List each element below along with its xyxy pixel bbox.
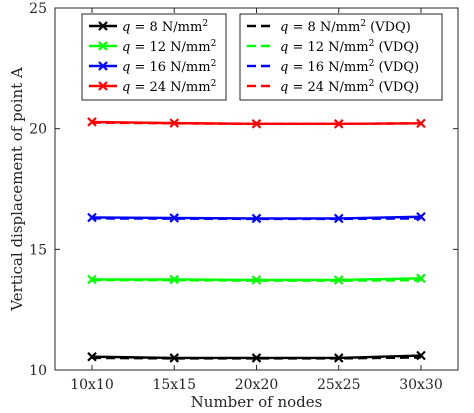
legend-entry-label: q = 12 N/mm2 (VDQ) [280, 39, 419, 55]
data-point-marker [333, 213, 344, 224]
data-point-marker [87, 117, 97, 127]
y-tick-label: 15 [29, 242, 47, 258]
x-tick-label: 20x20 [235, 377, 279, 393]
y-tick-label: 20 [29, 122, 47, 138]
data-point-marker [416, 211, 426, 222]
y-axis-title: Vertical displacement of point A [8, 67, 26, 312]
legend-right-vdq: q = 8 N/mm2 (VDQ) q = 12 N/mm2 (VDQ) q = 1… [239, 13, 443, 101]
data-point-marker [251, 353, 262, 363]
y-tick-label: 10 [29, 363, 47, 379]
data-point-marker [169, 213, 180, 223]
legend-entry-label: q = 8 N/mm2 [122, 19, 208, 35]
data-point-marker [416, 350, 426, 361]
series-3 [87, 117, 426, 129]
legend-entry-label: q = 24 N/mm2 [122, 79, 216, 95]
axes-layer: 10 15 20 25 10x10 15x15 20x20 25x25 30x30 [29, 1, 458, 393]
x-tick-label: 15x15 [152, 377, 196, 393]
legend-entry-label: q = 16 N/mm2 (VDQ) [280, 59, 419, 75]
x-tick-label: 25x25 [317, 377, 361, 393]
legend-entry-label: q = 8 N/mm2 (VDQ) [280, 19, 411, 35]
x-axis-title: Number of nodes [191, 393, 323, 411]
data-point-marker [333, 275, 344, 285]
y-tick-label: 25 [29, 1, 47, 17]
legend-entry-label: q = 12 N/mm2 [122, 39, 216, 55]
data-point-marker [169, 274, 180, 285]
data-point-marker [169, 118, 180, 128]
legend-marker [98, 21, 108, 31]
data-point-marker [333, 353, 344, 363]
data-point-marker [416, 273, 426, 284]
series-0 [87, 350, 426, 363]
data-point-marker [87, 212, 97, 223]
legend-box [239, 13, 443, 101]
legend-entry-label: q = 16 N/mm2 [122, 59, 216, 75]
legend: q = 8 N/mm2 q = 12 N/mm2 q = 16 N/mm2 q = 2… [81, 13, 443, 101]
data-point-marker [87, 274, 97, 285]
data-point-marker [169, 353, 180, 363]
legend-marker [98, 81, 108, 91]
legend-marker [98, 61, 108, 71]
data-point-marker [251, 213, 262, 224]
series-layer [87, 117, 426, 363]
legend-left: q = 8 N/mm2 q = 12 N/mm2 q = 16 N/mm2 q = 2… [81, 13, 227, 101]
legend-marker [98, 41, 108, 51]
data-point-marker [416, 118, 426, 129]
legend-entry-label: q = 24 N/mm2 (VDQ) [280, 79, 419, 95]
data-point-marker [87, 351, 97, 362]
data-point-marker [333, 119, 344, 129]
series-1 [87, 273, 426, 285]
series-2 [87, 211, 426, 224]
x-tick-label: 10x10 [70, 377, 114, 393]
data-point-marker [251, 119, 262, 129]
data-point-marker [251, 275, 262, 285]
x-tick-label: 30x30 [399, 377, 443, 393]
